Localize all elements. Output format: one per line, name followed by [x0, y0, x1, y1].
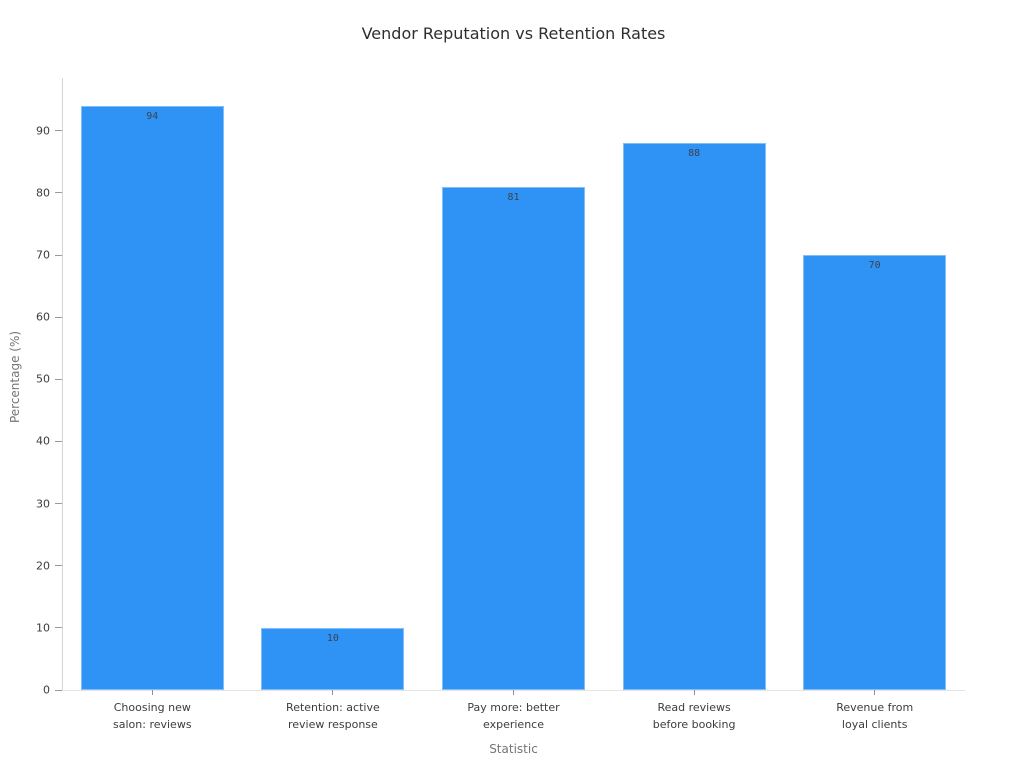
- bar: 88: [622, 143, 766, 690]
- bar-value-label: 70: [868, 260, 881, 272]
- y-tick-label: 20: [36, 559, 50, 573]
- bar: 70: [803, 255, 947, 690]
- bar: 94: [80, 105, 224, 690]
- y-axis-spine: [62, 78, 63, 690]
- y-tick-label: 40: [36, 434, 50, 448]
- y-tick-label: 90: [36, 124, 50, 138]
- y-tick-mark: [55, 316, 62, 318]
- y-tick-label: 80: [36, 186, 50, 200]
- y-tick-label: 70: [36, 248, 50, 262]
- y-tick-mark: [55, 378, 62, 380]
- y-tick-mark: [55, 565, 62, 567]
- bar-value-label: 94: [146, 110, 159, 122]
- x-tick-label: Pay more: better experience: [467, 701, 560, 731]
- x-axis-title: Statistic: [489, 742, 538, 756]
- bar-value-label: 88: [688, 148, 701, 160]
- plot-area: 0 10 20 30 40 50 60 70 80 90 94 Choosing new salon:…: [36, 78, 965, 731]
- x-tick-label: Choosing new salon: reviews: [113, 701, 192, 731]
- bar-value-label: 10: [326, 632, 339, 644]
- x-tick-mark: [874, 690, 876, 695]
- x-tick-mark: [151, 690, 153, 695]
- x-tick-mark: [332, 690, 334, 695]
- y-tick-mark: [55, 689, 62, 691]
- y-tick-label: 10: [36, 621, 50, 635]
- bar-value-label: 81: [507, 191, 520, 203]
- y-tick-label: 60: [36, 310, 50, 324]
- y-tick-label: 0: [43, 683, 50, 697]
- bar: 10: [261, 627, 405, 690]
- x-tick-mark: [693, 690, 695, 695]
- y-tick-mark: [55, 440, 62, 442]
- x-tick-label: Revenue from loyal clients: [836, 701, 914, 731]
- y-tick-label: 50: [36, 372, 50, 386]
- bar: 81: [442, 186, 585, 690]
- y-tick-mark: [55, 130, 62, 132]
- x-tick-label: Retention: active review response: [286, 701, 380, 731]
- chart-title: Vendor Reputation vs Retention Rates: [361, 24, 666, 43]
- x-tick-label: Read reviews before booking: [652, 701, 736, 731]
- y-tick-mark: [55, 192, 62, 194]
- y-tick-mark: [55, 627, 62, 629]
- x-tick-mark: [513, 690, 514, 695]
- y-tick-mark: [55, 503, 62, 505]
- y-tick-label: 30: [36, 497, 50, 511]
- y-tick-mark: [55, 254, 62, 256]
- y-axis-title: Percentage (%): [8, 330, 22, 424]
